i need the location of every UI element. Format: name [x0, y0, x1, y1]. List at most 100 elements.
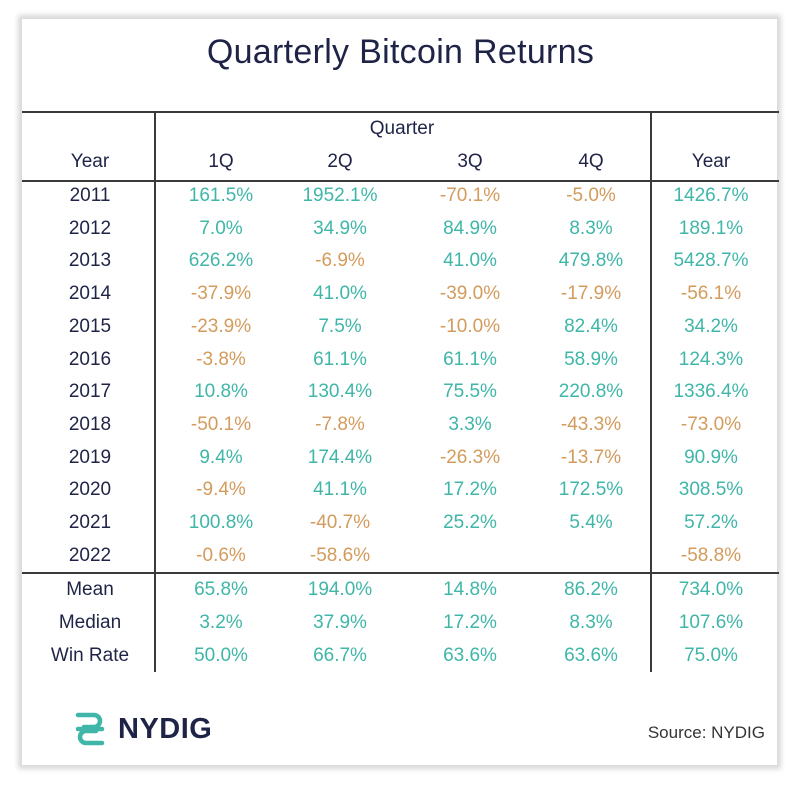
- return-cell: 189.1%: [678, 218, 744, 239]
- header-q3: 3Q: [457, 151, 483, 172]
- return-cell: 82.4%: [564, 316, 618, 337]
- row-year-label: 2014: [68, 283, 112, 304]
- return-cell: 34.2%: [684, 316, 738, 337]
- row-year-label: 2018: [68, 414, 112, 435]
- row-year-label: 2017: [68, 381, 112, 402]
- return-cell: 41.1%: [313, 479, 367, 500]
- return-cell: -17.9%: [560, 283, 622, 304]
- return-cell: 25.2%: [443, 512, 497, 533]
- return-cell: 5.4%: [569, 512, 613, 533]
- return-cell: 34.9%: [313, 218, 367, 239]
- return-cell: -58.6%: [309, 545, 371, 566]
- header-q1: 1Q: [208, 151, 234, 172]
- summary-cell: 194.0%: [307, 579, 373, 600]
- logo-text: NYDIG: [118, 712, 213, 745]
- row-year-label: 2021: [68, 512, 112, 533]
- return-cell: -23.9%: [190, 316, 252, 337]
- summary-cell: 86.2%: [564, 579, 618, 600]
- rule-above-summary: [22, 572, 779, 574]
- return-cell: 10.8%: [194, 381, 248, 402]
- summary-cell: 107.6%: [678, 612, 744, 633]
- return-cell: 5428.7%: [673, 250, 749, 271]
- rule-left-of-quarters: [154, 113, 156, 672]
- return-cell: 220.8%: [558, 381, 624, 402]
- summary-label: Win Rate: [50, 645, 130, 666]
- return-cell: -9.4%: [196, 479, 246, 500]
- header-annual: Year: [691, 151, 731, 172]
- return-cell: 174.4%: [307, 447, 373, 468]
- return-cell: -13.7%: [560, 447, 622, 468]
- header-year: Year: [70, 151, 110, 172]
- return-cell: 8.3%: [569, 218, 613, 239]
- nydig-logo-icon: [75, 712, 105, 746]
- row-year-label: 2016: [68, 349, 112, 370]
- summary-cell: 63.6%: [564, 645, 618, 666]
- summary-cell: 65.8%: [194, 579, 248, 600]
- return-cell: -43.3%: [560, 414, 622, 435]
- return-cell: 61.1%: [313, 349, 367, 370]
- return-cell: 3.3%: [448, 414, 492, 435]
- return-cell: -73.0%: [680, 414, 742, 435]
- rule-right-of-quarters: [650, 113, 652, 672]
- summary-cell: 75.0%: [684, 645, 738, 666]
- return-cell: -7.8%: [315, 414, 365, 435]
- nydig-logo: NYDIG: [70, 709, 212, 749]
- summary-cell: 3.2%: [199, 612, 243, 633]
- return-cell: -0.6%: [196, 545, 246, 566]
- return-cell: -70.1%: [439, 185, 501, 206]
- return-cell: 58.9%: [564, 349, 618, 370]
- row-year-label: 2011: [69, 185, 111, 206]
- summary-label: Median: [58, 612, 122, 633]
- return-cell: -39.0%: [439, 283, 501, 304]
- summary-cell: 50.0%: [194, 645, 248, 666]
- return-cell: 84.9%: [443, 218, 497, 239]
- return-cell: -56.1%: [680, 283, 742, 304]
- header-q4: 4Q: [578, 151, 604, 172]
- header-q2: 2Q: [327, 151, 353, 172]
- return-cell: 7.5%: [318, 316, 362, 337]
- return-cell: 75.5%: [443, 381, 497, 402]
- return-cell: -26.3%: [439, 447, 501, 468]
- summary-cell: 14.8%: [443, 579, 497, 600]
- header-quarter-group: Quarter: [369, 118, 435, 139]
- return-cell: 57.2%: [684, 512, 738, 533]
- summary-cell: 37.9%: [313, 612, 367, 633]
- row-year-label: 2012: [68, 218, 112, 239]
- return-cell: -58.8%: [680, 545, 742, 566]
- return-cell: 17.2%: [443, 479, 497, 500]
- summary-cell: 66.7%: [313, 645, 367, 666]
- return-cell: 61.1%: [443, 349, 497, 370]
- return-cell: 100.8%: [188, 512, 254, 533]
- row-year-label: 2020: [68, 479, 112, 500]
- return-cell: 1426.7%: [673, 185, 749, 206]
- row-year-label: 2013: [68, 250, 112, 271]
- return-cell: 130.4%: [307, 381, 373, 402]
- return-cell: 9.4%: [199, 447, 243, 468]
- return-cell: 90.9%: [684, 447, 738, 468]
- return-cell: 479.8%: [558, 250, 624, 271]
- source-note: Source: NYDIG: [647, 723, 765, 742]
- return-cell: 41.0%: [313, 283, 367, 304]
- return-cell: 41.0%: [443, 250, 497, 271]
- row-year-label: 2015: [68, 316, 112, 337]
- table-title: Quarterly Bitcoin Returns: [206, 33, 595, 71]
- return-cell: 161.5%: [188, 185, 254, 206]
- row-year-label: 2022: [68, 545, 112, 566]
- return-cell: -37.9%: [190, 283, 252, 304]
- rule-under-title: [22, 111, 779, 113]
- return-cell: 7.0%: [199, 218, 243, 239]
- return-cell: -6.9%: [315, 250, 365, 271]
- return-cell: 124.3%: [678, 349, 744, 370]
- summary-cell: 734.0%: [678, 579, 744, 600]
- return-cell: -3.8%: [196, 349, 246, 370]
- summary-label: Mean: [66, 579, 114, 600]
- return-cell: 1336.4%: [673, 381, 749, 402]
- return-cell: 1952.1%: [302, 185, 378, 206]
- summary-cell: 63.6%: [443, 645, 497, 666]
- return-cell: -5.0%: [566, 185, 616, 206]
- summary-cell: 8.3%: [569, 612, 613, 633]
- return-cell: 308.5%: [678, 479, 744, 500]
- return-cell: 626.2%: [188, 250, 254, 271]
- return-cell: 172.5%: [558, 479, 624, 500]
- row-year-label: 2019: [68, 447, 112, 468]
